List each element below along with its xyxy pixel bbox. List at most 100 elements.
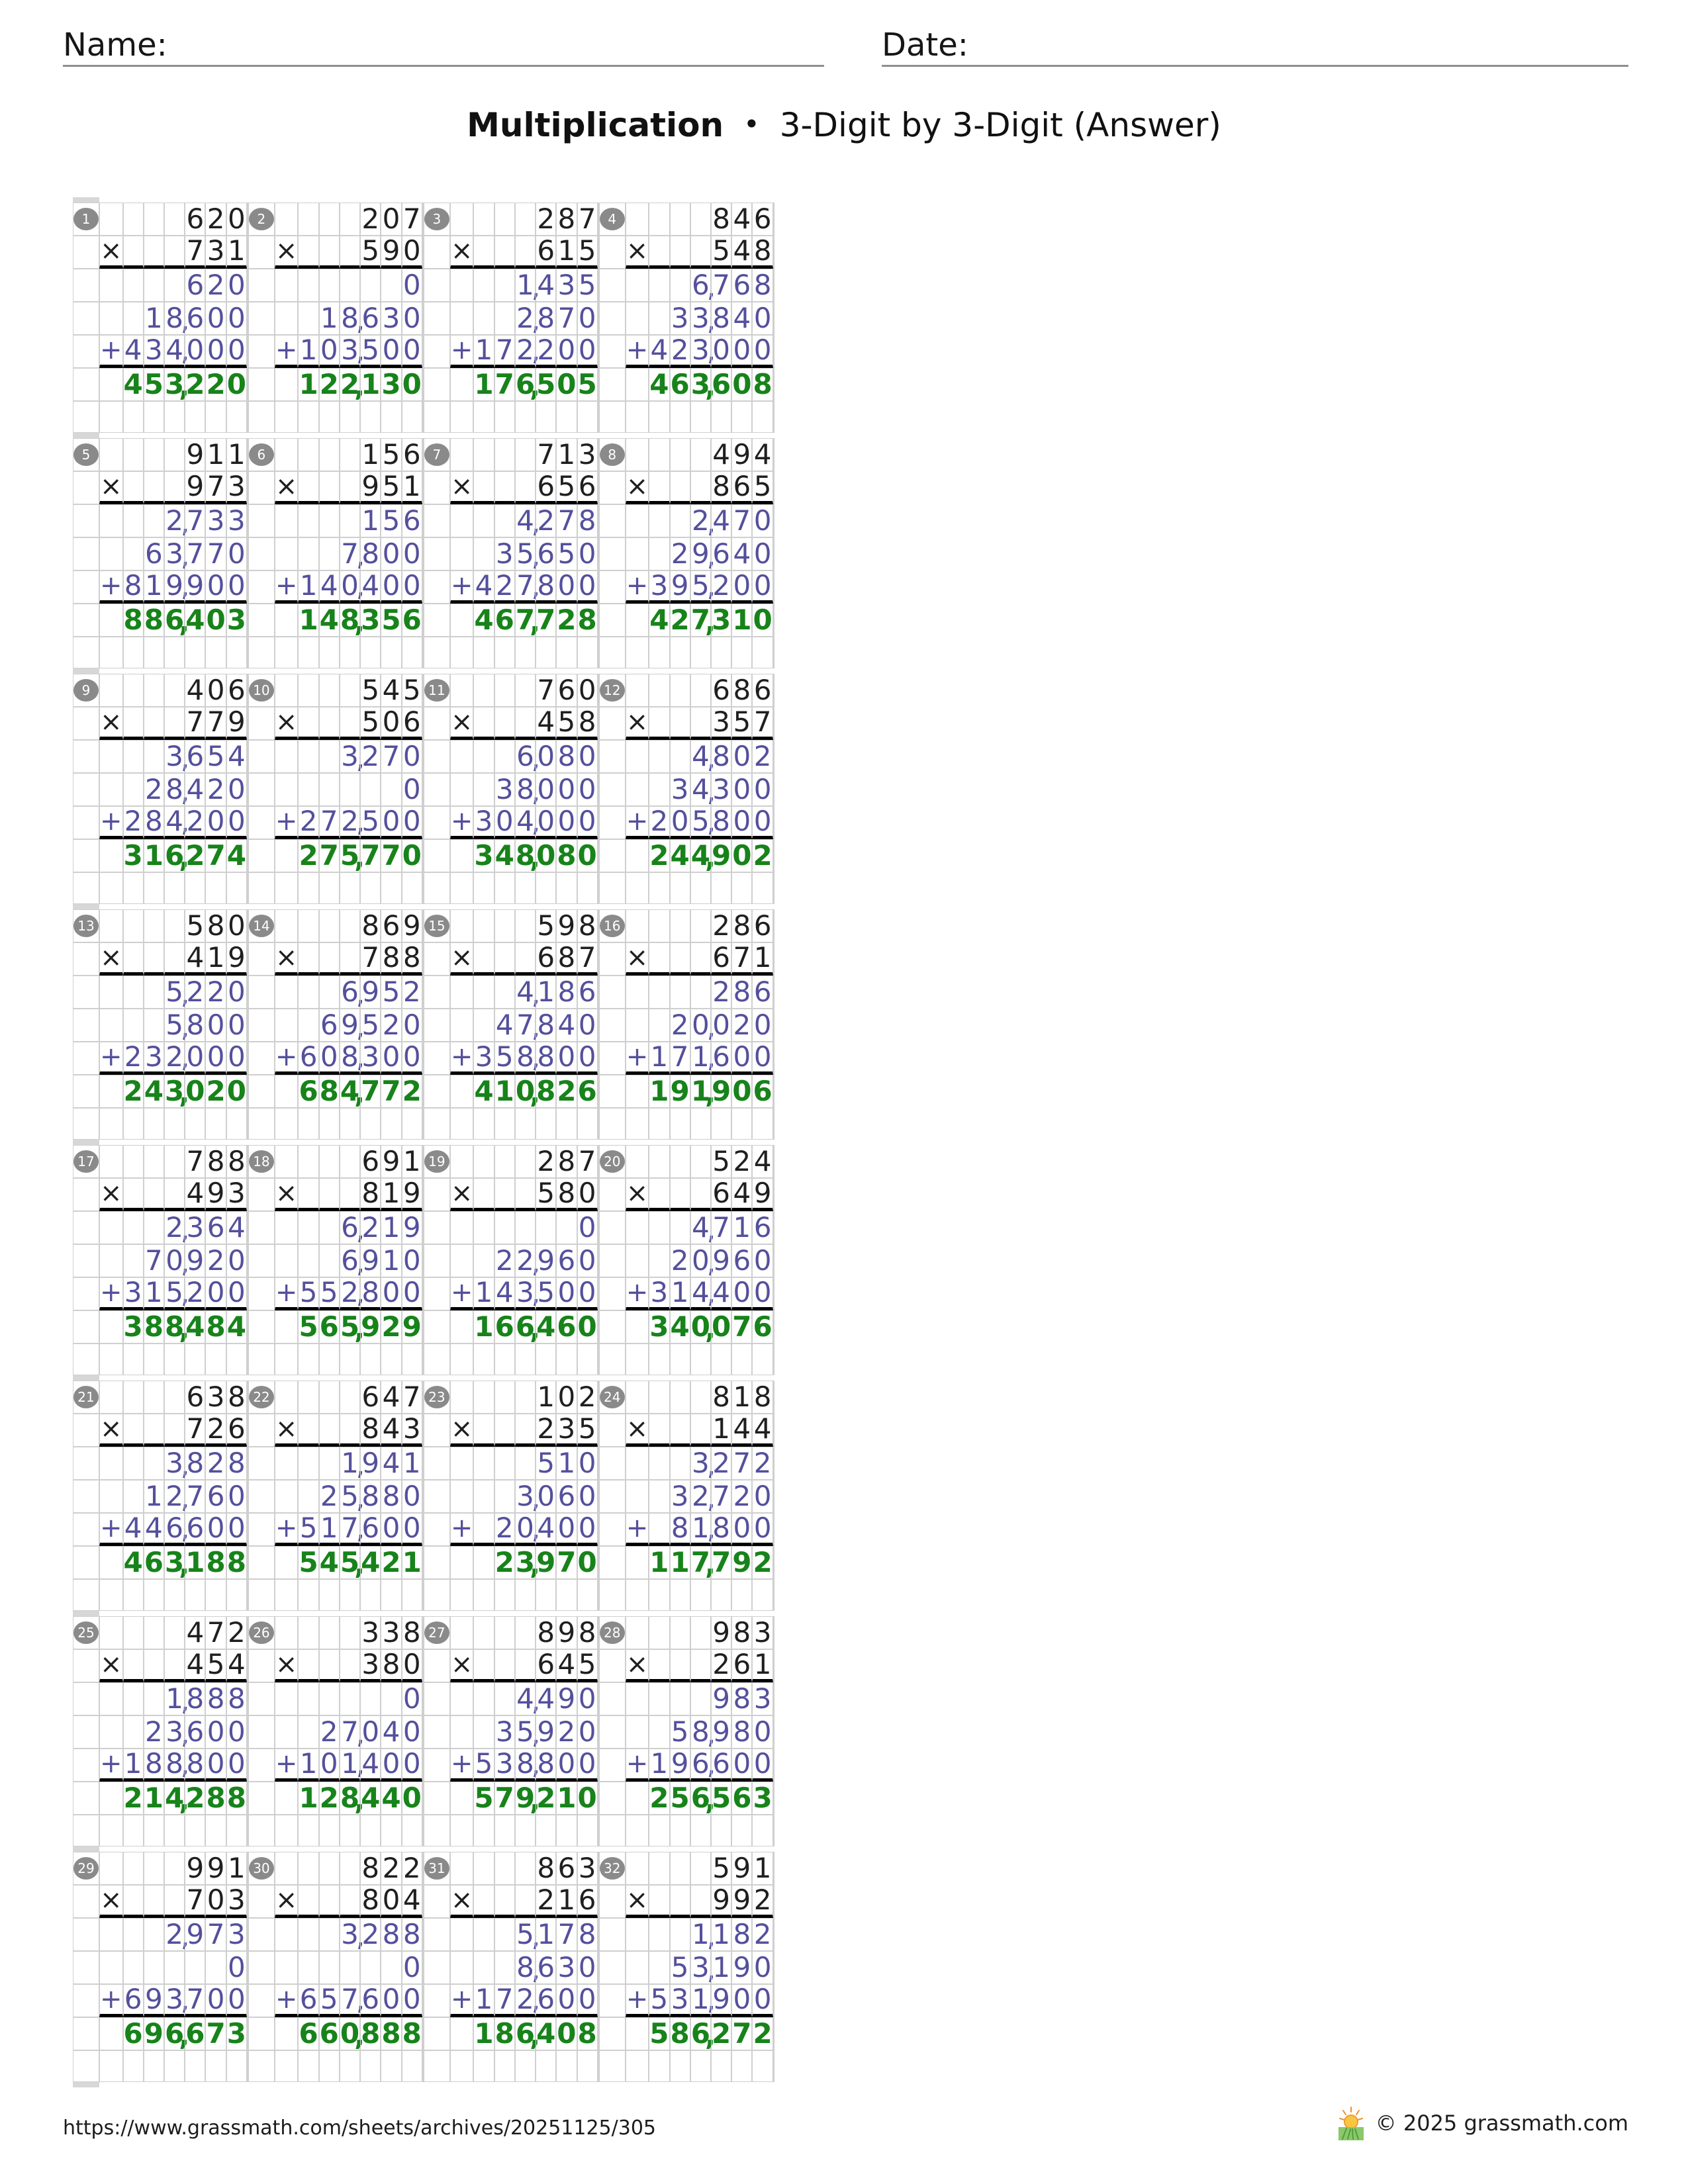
grid-cell (401, 2050, 422, 2082)
grid-cell (473, 1682, 494, 1715)
grid-cell: 7, (339, 537, 365, 570)
grid-cell (710, 401, 732, 433)
grid-cell (248, 570, 275, 604)
digit: 6 (753, 674, 772, 706)
digit: 0 (577, 1310, 597, 1343)
grid-cell (73, 1885, 99, 1918)
grid-cell (773, 1447, 774, 1480)
grid-cell: 5, (339, 1480, 365, 1513)
grid-cell: 1 (381, 1211, 402, 1244)
grid-cell (298, 872, 319, 904)
digit: 8 (557, 1145, 576, 1177)
multiply-sign: × (100, 1649, 122, 1680)
grid-cell (99, 1310, 123, 1343)
name-blank-line[interactable] (63, 65, 824, 67)
digit: 0 (578, 334, 596, 366)
grid-cell: 5 (360, 707, 381, 740)
digit: 5 (340, 839, 360, 872)
grid-cell: 4 (473, 1075, 494, 1108)
digit: 8 (206, 1782, 226, 1814)
grid-cell: 1 (205, 942, 226, 976)
grid-cell (360, 1579, 381, 1611)
digit: 7 (341, 1512, 359, 1544)
grid-cell: 6 (122, 1984, 144, 2017)
grid-cell (318, 1815, 340, 1846)
digit: 2 (206, 1075, 226, 1107)
plus-sign: + (100, 570, 122, 601)
grid-cell (649, 674, 670, 707)
grid-cell: 8 (360, 909, 381, 942)
digit: 1 (207, 941, 225, 974)
grid-cell: 4 (143, 1513, 164, 1546)
grid-cell (773, 1310, 774, 1343)
grid-cell (690, 909, 711, 942)
grid-cell (597, 504, 599, 537)
grid-cell (598, 1211, 626, 1244)
grid-cell (625, 1447, 649, 1480)
grid-cell (246, 1715, 248, 1749)
grid-cell (494, 740, 515, 773)
grid-cell: 4 (536, 1513, 557, 1546)
digit: 5 (382, 504, 400, 537)
date-blank-line[interactable] (882, 65, 1628, 67)
grid-cell (423, 1108, 450, 1140)
digit: 4 (495, 1009, 514, 1041)
grid-cell (597, 368, 599, 401)
grid-cell (625, 2017, 649, 2050)
plus-sign: + (626, 570, 649, 601)
digit: 4 (164, 1782, 185, 1814)
grid-cell (649, 1579, 670, 1611)
grid-cell: 6 (536, 471, 557, 504)
digit: 8 (578, 1918, 596, 1950)
multiply-sign: × (100, 471, 122, 502)
grid-cell (339, 1682, 361, 1715)
grid-cell: × (99, 1414, 123, 1447)
grid-cell: 7, (514, 604, 540, 637)
grid-cell: 2 (401, 1852, 422, 1885)
grid-cell: 6 (494, 1310, 515, 1343)
grid-cell: 7 (381, 839, 402, 872)
grid-cell: 2 (731, 1480, 753, 1513)
grid-cell (449, 1782, 474, 1815)
digit: 6 (712, 1747, 730, 1780)
grid-cell: 0 (731, 839, 753, 872)
grid-cell: 7, (339, 1512, 365, 1546)
digit: 6 (712, 1040, 730, 1073)
digit: 0 (207, 1715, 225, 1748)
digit: 7 (557, 1546, 577, 1578)
row-separator-band (73, 1846, 99, 1852)
grid-cell (669, 976, 690, 1009)
grid-cell: 0 (401, 236, 422, 269)
digit: 0 (557, 1040, 576, 1073)
grid-cell: 0 (226, 269, 247, 302)
digit: 1 (753, 1852, 772, 1884)
grid-cell (473, 269, 494, 302)
digit: 7 (536, 604, 556, 636)
grid-cell: 6 (710, 942, 732, 976)
grid-cell: 8 (360, 1885, 381, 1918)
grid-cell: 4 (226, 839, 247, 872)
grid-cell (298, 740, 319, 773)
grid-cell: 1 (381, 1178, 402, 1211)
grid-cell (318, 1381, 340, 1414)
grid-cell (318, 2050, 340, 2082)
multiply-sign: × (450, 236, 473, 266)
digit: 6 (299, 1983, 318, 2015)
digit: 6 (516, 740, 534, 772)
grid-cell (226, 1815, 247, 1846)
problem-number-badge: 6 (248, 443, 274, 466)
grid-cell (246, 1885, 248, 1918)
digit: 1 (382, 1211, 400, 1244)
digit: 4 (340, 1075, 360, 1107)
grid-cell: 8 (536, 1042, 557, 1075)
grid-cell (143, 1649, 164, 1682)
digit: 4 (227, 1648, 246, 1680)
grid-cell (99, 637, 123, 668)
grid-cell (473, 1480, 494, 1513)
digit: 2 (537, 1884, 555, 1916)
grid-cell: 1 (752, 1649, 773, 1682)
digit: 1 (124, 1747, 142, 1780)
grid-cell: 6 (710, 537, 732, 570)
grid-cell: 6 (143, 1546, 164, 1579)
